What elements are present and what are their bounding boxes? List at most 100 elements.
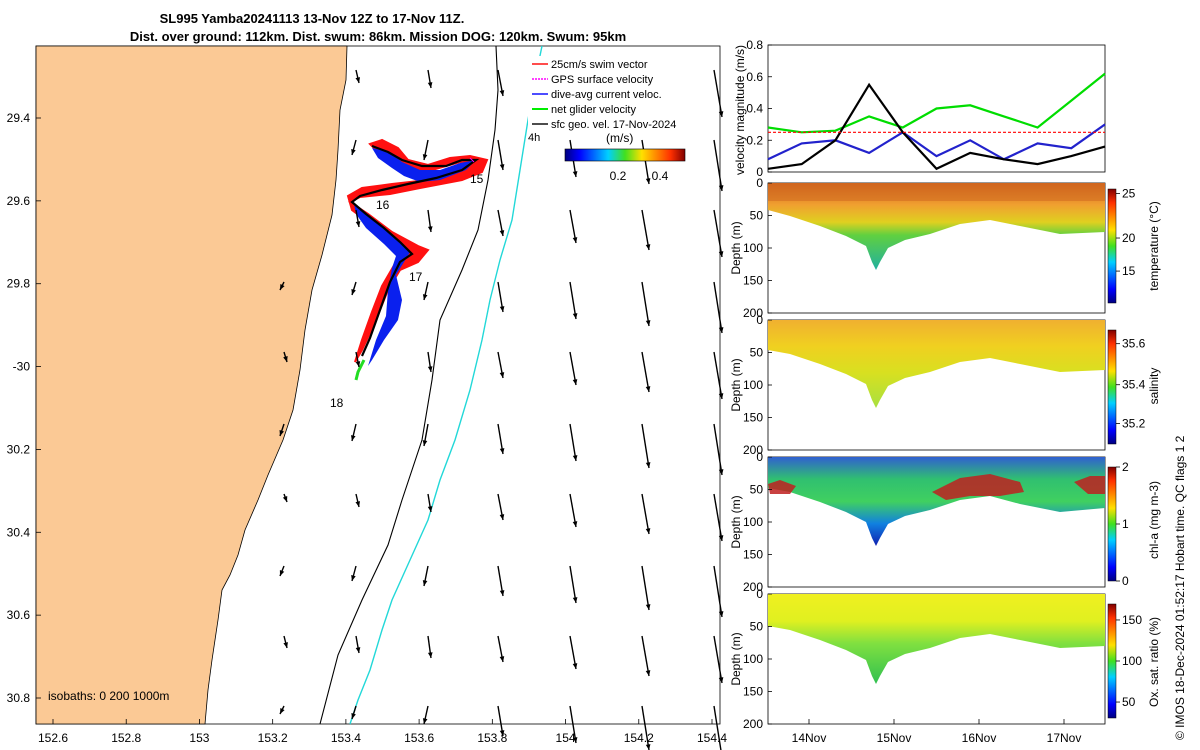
temperature-label: temperature (°C): [1147, 201, 1161, 291]
temperature-panel: [767, 182, 1106, 314]
geo-velocity-arrow: [713, 351, 723, 400]
geo-velocity-arrowhead: [718, 327, 724, 333]
lon-tick-label: 153.2: [258, 731, 288, 745]
depth-tick-label: 50: [750, 346, 764, 360]
geo-velocity-arrowhead: [499, 514, 505, 520]
velocity-tick-label: 0.2: [746, 133, 763, 147]
chla-colorbar-tick-label: 2: [1122, 460, 1129, 474]
geo-velocity-arrowhead: [645, 670, 651, 676]
velocity-panel: 0 0.2 0.4 0.6 0.8 velocity magnitude (m/s): [733, 38, 1106, 179]
gps-surface-velocity-marks: [469, 157, 475, 163]
geo-velocity-arrowhead: [283, 642, 288, 648]
geo-velocity-arrowhead: [645, 744, 651, 750]
depth-label: Depth (m): [729, 495, 743, 548]
oxygen-panel: [767, 593, 1106, 725]
geo-velocity-arrowhead: [422, 154, 428, 160]
geo-velocity-arrow: [713, 423, 723, 476]
geo-velocity-arrowhead: [718, 251, 724, 257]
geo-velocity-arrowhead: [427, 226, 433, 232]
day-marker-15: 15: [470, 172, 484, 186]
section-colorbars: [1107, 188, 1117, 719]
geo-velocity-arrowhead: [422, 718, 428, 724]
geo-velocity-arrow: [641, 705, 650, 750]
lon-tick-label: 153: [189, 731, 209, 745]
legend-geo-velocity: sfc geo. vel. 17-Nov-2024: [551, 119, 676, 131]
lon-tick-label: 152.6: [38, 731, 68, 745]
time-axis-ticks: 14Nov 15Nov 16Nov 17Nov: [792, 719, 1081, 745]
geo-velocity-arrowhead: [355, 501, 361, 507]
chla-colorbar-tick-label: 0: [1122, 574, 1129, 588]
velocity-tick-label: 0.8: [746, 38, 763, 52]
depth-tick-label: 200: [743, 443, 763, 457]
geo-velocity-arrow: [641, 281, 650, 327]
legend-swim-vector: 25cm/s swim vector: [551, 59, 648, 71]
geo-velocity-arrow: [569, 493, 577, 528]
lon-tick-label: 154.2: [624, 731, 654, 745]
depth-axes: Depth (m) 0 50 100 150 200 Depth (m) 0 50 100 150 2…: [729, 176, 772, 731]
velocity-series-0: [767, 72, 1106, 134]
geo-velocity-arrow: [713, 705, 722, 750]
geo-velocity-arrowhead: [718, 185, 724, 191]
lon-tick-label: 153.8: [477, 731, 507, 745]
geo-velocity-arrow: [641, 423, 650, 469]
glider-track: [350, 144, 480, 357]
geo-velocity-arrowhead: [572, 379, 578, 385]
salinity-colorbar-tick-label: 35.2: [1122, 416, 1146, 430]
velocity-series-2: [767, 82, 1106, 171]
lat-tick-label: 29.8: [7, 277, 31, 291]
geo-velocity-arrowhead: [718, 677, 724, 683]
geo-velocity-arrowhead: [351, 713, 356, 719]
geo-velocity-arrowhead: [572, 171, 578, 177]
time-tick-label: 16Nov: [962, 731, 997, 745]
temperature-colorbar-tick-label: 25: [1122, 187, 1136, 201]
depth-tick-label: 150: [743, 548, 763, 562]
geo-velocity-arrowhead: [645, 178, 651, 184]
lon-tick-label: 154.4: [697, 731, 727, 745]
chla-colorbar-tick-label: 1: [1122, 517, 1129, 531]
salinity-label: salinity: [1147, 368, 1161, 405]
legend-net-velocity: net glider velocity: [551, 104, 636, 116]
map-legend: 25cm/s swim vector GPS surface velocity …: [528, 56, 712, 144]
geo-velocity-arrowhead: [355, 361, 361, 367]
geo-velocity-arrowhead: [279, 430, 284, 436]
net-glider-velocity-arrow: [354, 359, 366, 381]
geo-velocity-arrowhead: [427, 366, 433, 372]
oxygen-colorbar-tick-label: 100: [1122, 654, 1142, 668]
geo-velocity-arrowhead: [427, 652, 433, 658]
day-marker-16: 16: [376, 198, 390, 212]
geo-velocity-arrow: [641, 565, 650, 611]
velocity-ylabel: velocity magnitude (m/s): [733, 45, 747, 175]
geo-velocity-arrowhead: [718, 535, 724, 541]
geo-velocity-arrowhead: [283, 356, 288, 362]
speed-colorbar-label: (m/s): [606, 131, 633, 145]
geo-velocity-arrowhead: [279, 570, 285, 576]
temperature-colorbar-tick-label: 15: [1122, 264, 1136, 278]
geo-velocity-arrowhead: [572, 597, 578, 603]
geo-velocity-arrowhead: [499, 448, 505, 454]
geo-velocity-arrowhead: [718, 611, 724, 617]
legend-current-velocity: dive-avg current veloc.: [551, 89, 662, 101]
geo-velocity-arrow: [569, 281, 577, 320]
geo-velocity-arrow: [569, 705, 577, 744]
depth-tick-label: 0: [756, 176, 763, 190]
geo-velocity-arrow: [569, 423, 577, 462]
geo-velocity-arrowhead: [350, 435, 356, 441]
oxygen-colorbar-tick-label: 50: [1122, 695, 1136, 709]
depth-tick-label: 0: [756, 450, 763, 464]
velocity-tick-label: 0.4: [746, 102, 763, 116]
geo-velocity-arrowhead: [572, 521, 578, 527]
geo-velocity-arrowhead: [645, 320, 651, 326]
legend-gps-velocity: GPS surface velocity: [551, 74, 654, 86]
geo-velocity-arrowhead: [718, 393, 724, 399]
geo-velocity-arrowhead: [351, 289, 356, 295]
lat-tick-label: 30.6: [7, 608, 31, 622]
geo-velocity-arrowhead: [422, 580, 428, 586]
legend-box: [528, 56, 712, 134]
salinity-panel: [767, 319, 1106, 451]
geo-velocity-arrowhead: [572, 737, 578, 743]
geo-velocity-arrowhead: [645, 386, 651, 392]
geo-velocity-arrow: [713, 635, 723, 684]
temperature-section-fill: [768, 183, 1105, 270]
geo-velocity-arrowhead: [351, 149, 356, 155]
